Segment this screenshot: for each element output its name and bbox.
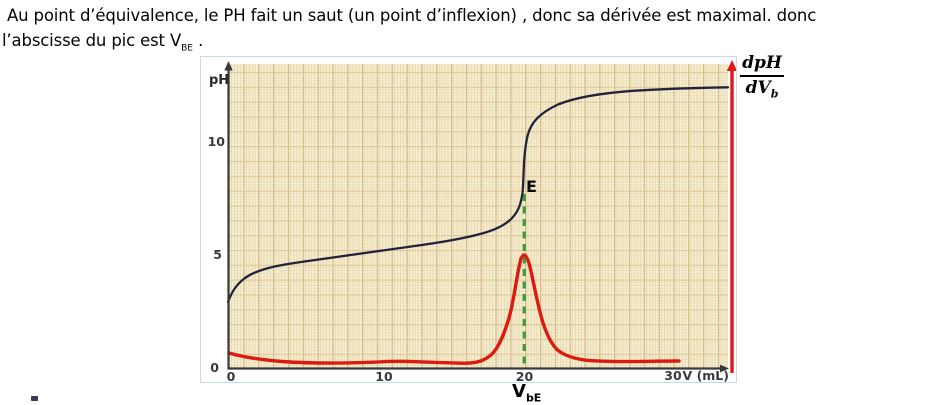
stray-mark bbox=[31, 396, 38, 401]
x-axis-arrow-icon bbox=[720, 364, 729, 373]
derivative-denominator: dVb bbox=[745, 78, 779, 101]
ph-axis-label: pH bbox=[209, 73, 229, 88]
y-axis-arrow-icon bbox=[224, 61, 233, 71]
derivative-axis-title: dpH dVb bbox=[738, 53, 786, 101]
derivative-axis-arrow-icon bbox=[726, 60, 736, 71]
vbe-subscript: BE bbox=[181, 43, 193, 54]
x-axis-label: V (mL) bbox=[683, 368, 729, 382]
explanation-line1: Au point d’équivalence, le PH fait un sa… bbox=[7, 6, 817, 25]
derivative-curve bbox=[227, 253, 681, 365]
graph-paper bbox=[228, 64, 728, 369]
y-tick-10: 10 bbox=[208, 134, 226, 149]
x-tick-0: 0 bbox=[227, 369, 236, 382]
titration-chart-svg: pH 10 5 0 0 10 20 30 V (mL) E bbox=[208, 60, 736, 382]
equivalence-point-label: E bbox=[526, 177, 537, 196]
y-tick-5: 5 bbox=[213, 247, 222, 262]
x-tick-20: 20 bbox=[516, 369, 534, 382]
x-tick-30: 30 bbox=[664, 368, 682, 382]
ph-curve bbox=[226, 86, 730, 304]
derivative-numerator: dpH bbox=[740, 53, 784, 78]
explanation-line2: l’abscisse du pic est VBE . bbox=[2, 31, 204, 54]
titration-chart: pH 10 5 0 0 10 20 30 V (mL) E bbox=[200, 56, 737, 383]
explanation-text: Au point d’équivalence, le PH fait un sa… bbox=[0, 3, 933, 61]
y-tick-0: 0 bbox=[210, 360, 219, 375]
vbe-abscissa-label: VbE bbox=[512, 381, 542, 405]
x-tick-10: 10 bbox=[375, 369, 393, 382]
